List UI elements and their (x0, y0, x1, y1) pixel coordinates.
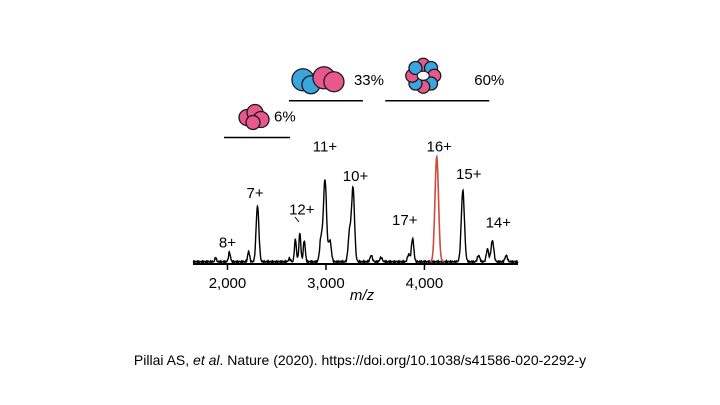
caption-et-al: et al (193, 352, 220, 368)
caption-authors: Pillai AS, (133, 352, 194, 368)
charge-state-label: 15+ (456, 166, 482, 183)
charge-state-label: 11+ (313, 139, 338, 156)
spectrum-layer (192, 154, 519, 265)
caption-reference: . Nature (2020). https://doi.org/10.1038… (219, 352, 587, 368)
assembly-2-mer: 6% (224, 103, 296, 139)
assemblies-layer: 6% 33% 60% (224, 57, 504, 139)
charge-state-label: 17+ (392, 212, 418, 229)
x-tick-label: 2,000 (209, 275, 247, 292)
assembly-percentage: 6% (274, 109, 296, 126)
charge-state-label: 12+ (289, 202, 315, 219)
assembly-8-mer: 60% (385, 57, 504, 102)
x-tick-label: 3,000 (307, 275, 345, 292)
x-tick-label: 4,000 (406, 275, 444, 292)
citation-caption: Pillai AS, et al. Nature (2020). https:/… (0, 352, 720, 368)
subunit-pink-icon (323, 71, 345, 93)
charge-state-label: 14+ (486, 214, 512, 231)
charge-state-label: 10+ (343, 168, 369, 185)
octamer-center-icon (416, 70, 430, 81)
monomer-icon (245, 114, 261, 131)
x-axis: 2,000 3,000 4,000 m/z (193, 263, 518, 304)
charge-state-label: 7+ (246, 185, 263, 202)
charge-state-label: 8+ (219, 234, 236, 251)
assembly-percentage: 33% (354, 72, 384, 89)
spectrum-trace (192, 179, 519, 265)
octamer-subunit-icon (408, 60, 423, 76)
label-pointer (294, 216, 300, 223)
assembly-4-mer: 33% (288, 66, 384, 102)
peak-labels: 8+ 7+ 12+ 11+ 10+ 17+ 16+15+ 14+ (219, 139, 511, 252)
peak-16-plus-trace (429, 154, 445, 263)
assembly-percentage: 60% (474, 72, 504, 89)
charge-state-label: 16+ (426, 139, 452, 156)
x-axis-title: m/z (350, 287, 375, 304)
